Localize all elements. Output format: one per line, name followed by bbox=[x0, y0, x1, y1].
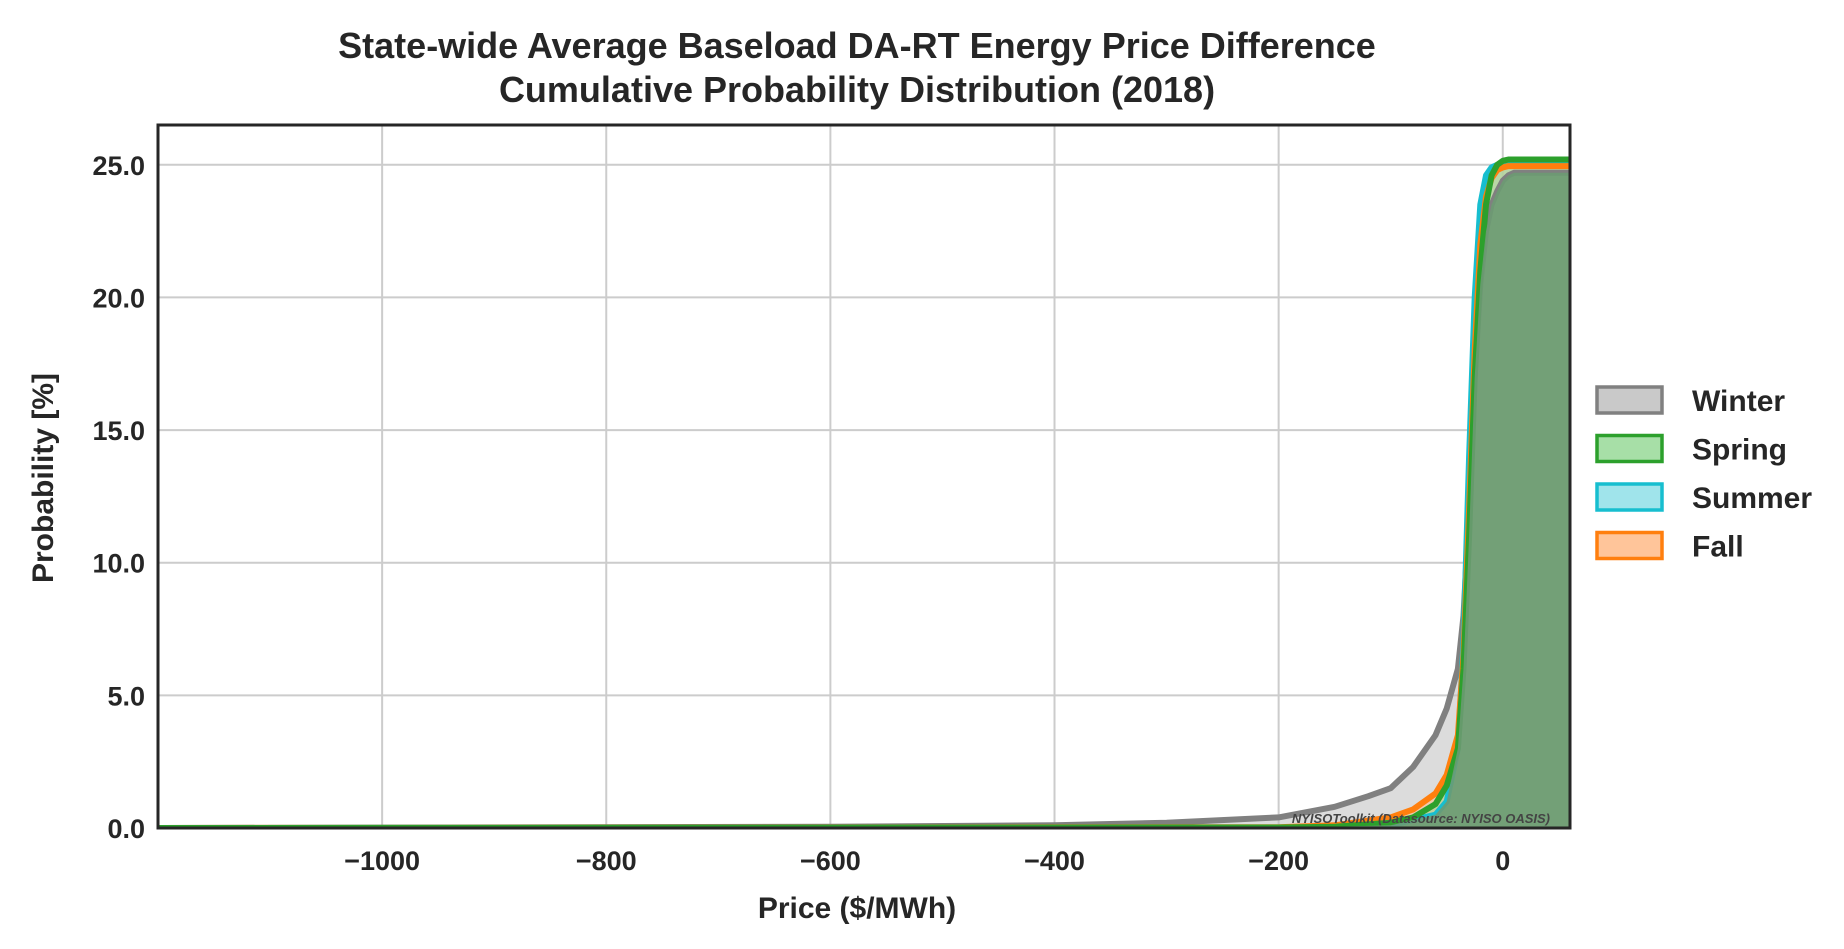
x-tick-label: −400 bbox=[1024, 846, 1085, 876]
plot-frame bbox=[156, 123, 1572, 830]
x-axis-label: Price ($/MWh) bbox=[758, 892, 956, 925]
legend-label-fall: Fall bbox=[1692, 531, 1744, 564]
axis-ticks: −1000 −800 −600 −400 −200 0 0.0 5.0 10.0 15.0 20.0… bbox=[92, 151, 1510, 876]
series-line-spring bbox=[158, 156, 1570, 828]
legend-swatch-spring bbox=[1595, 433, 1664, 464]
grid bbox=[158, 125, 1570, 829]
legend-swatch-fall bbox=[1595, 530, 1664, 561]
plot-area bbox=[158, 156, 1570, 828]
series-area-winter bbox=[158, 172, 1570, 828]
chart-title: State-wide Average Baseload DA-RT Energy… bbox=[338, 25, 1376, 66]
y-tick-label: 20.0 bbox=[92, 283, 145, 313]
y-tick-label: 15.0 bbox=[92, 416, 145, 446]
x-tick-label: 0 bbox=[1495, 846, 1510, 876]
series-area-summer bbox=[158, 163, 1570, 828]
y-tick-label: 10.0 bbox=[92, 549, 145, 579]
x-tick-label: −600 bbox=[800, 846, 861, 876]
legend: Winter Spring Summer Fall bbox=[1595, 385, 1812, 564]
series-line-summer bbox=[158, 160, 1570, 828]
x-tick-label: −200 bbox=[1248, 846, 1309, 876]
series-area-fall bbox=[158, 166, 1570, 828]
legend-swatch-summer bbox=[1595, 482, 1664, 512]
y-tick-label: 0.0 bbox=[107, 814, 145, 844]
series-group bbox=[158, 156, 1570, 828]
legend-label-summer: Summer bbox=[1692, 482, 1812, 515]
chart-subtitle: Cumulative Probability Distribution (201… bbox=[499, 69, 1215, 110]
y-tick-label: 25.0 bbox=[92, 151, 145, 181]
series-area-spring bbox=[158, 159, 1570, 828]
y-tick-label: 5.0 bbox=[107, 681, 145, 711]
legend-label-winter: Winter bbox=[1692, 385, 1785, 418]
y-axis-label: Probability [%] bbox=[27, 373, 60, 583]
datasource-annotation: NYISOToolkit (Datasource: NYISO OASIS) bbox=[1292, 811, 1550, 826]
legend-swatch-winter bbox=[1595, 385, 1664, 415]
x-tick-label: −800 bbox=[576, 846, 637, 876]
series-overlap-area bbox=[158, 172, 1570, 828]
x-tick-label: −1000 bbox=[344, 846, 420, 876]
series-line-fall bbox=[158, 163, 1570, 828]
series-line-winter bbox=[158, 169, 1570, 828]
legend-label-spring: Spring bbox=[1692, 434, 1787, 467]
